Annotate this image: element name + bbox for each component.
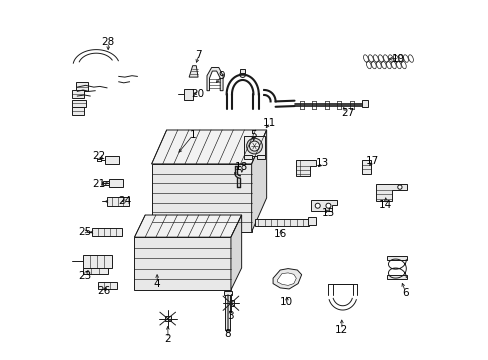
Bar <box>83 268 108 274</box>
Text: 23: 23 <box>78 271 91 281</box>
Text: 27: 27 <box>340 108 353 118</box>
Text: 1: 1 <box>189 130 196 140</box>
Circle shape <box>315 203 320 208</box>
Bar <box>108 179 123 187</box>
Bar <box>362 160 370 174</box>
Text: 8: 8 <box>224 329 230 339</box>
Text: 17: 17 <box>365 156 378 166</box>
Text: 7: 7 <box>195 50 202 60</box>
Polygon shape <box>151 130 266 164</box>
Bar <box>224 292 231 295</box>
Polygon shape <box>206 67 223 91</box>
Polygon shape <box>296 160 315 176</box>
Text: 4: 4 <box>153 279 160 289</box>
Text: 28: 28 <box>101 37 114 48</box>
Bar <box>257 155 264 159</box>
Text: 24: 24 <box>118 197 131 206</box>
Bar <box>183 89 192 100</box>
Text: 26: 26 <box>97 287 110 296</box>
Text: 3: 3 <box>226 311 233 321</box>
Circle shape <box>249 141 259 151</box>
Text: 15: 15 <box>321 208 334 218</box>
Bar <box>386 256 406 260</box>
Bar <box>361 100 367 107</box>
Bar <box>240 68 244 73</box>
Bar <box>107 197 129 206</box>
Bar <box>307 217 315 225</box>
Bar <box>98 282 116 289</box>
Polygon shape <box>134 215 241 237</box>
Bar <box>72 100 86 107</box>
Bar <box>83 255 112 267</box>
Text: 21: 21 <box>92 179 105 189</box>
Polygon shape <box>151 164 251 232</box>
Bar <box>76 82 88 91</box>
Bar <box>244 136 264 156</box>
Text: 11: 11 <box>263 118 276 128</box>
Bar <box>386 275 406 279</box>
Bar <box>105 156 119 164</box>
Text: 13: 13 <box>315 158 328 168</box>
Text: 20: 20 <box>190 89 203 99</box>
Text: 2: 2 <box>164 334 171 344</box>
Text: 18: 18 <box>235 162 248 172</box>
Polygon shape <box>254 219 308 226</box>
Text: 16: 16 <box>274 229 287 239</box>
Polygon shape <box>272 269 301 289</box>
Polygon shape <box>134 237 230 290</box>
Polygon shape <box>230 215 241 290</box>
Polygon shape <box>277 273 296 285</box>
Polygon shape <box>375 184 406 202</box>
Polygon shape <box>251 130 266 232</box>
Bar <box>72 90 83 98</box>
Bar <box>164 316 170 321</box>
Bar <box>103 181 108 185</box>
Polygon shape <box>310 200 337 211</box>
Text: 9: 9 <box>218 71 224 81</box>
Text: 25: 25 <box>78 227 91 237</box>
Bar <box>227 300 233 306</box>
Text: 19: 19 <box>391 54 405 64</box>
Bar <box>72 107 83 115</box>
Text: 14: 14 <box>378 200 391 210</box>
Text: 22: 22 <box>92 151 105 161</box>
Circle shape <box>240 72 245 77</box>
Circle shape <box>397 185 401 189</box>
Bar <box>91 228 122 237</box>
Polygon shape <box>189 66 198 77</box>
Circle shape <box>246 138 262 154</box>
Text: 6: 6 <box>401 288 408 297</box>
Bar <box>225 294 230 330</box>
Text: 5: 5 <box>249 130 256 140</box>
Bar <box>244 155 251 159</box>
Text: 12: 12 <box>334 325 347 335</box>
Text: 10: 10 <box>280 297 293 307</box>
Circle shape <box>325 203 330 208</box>
